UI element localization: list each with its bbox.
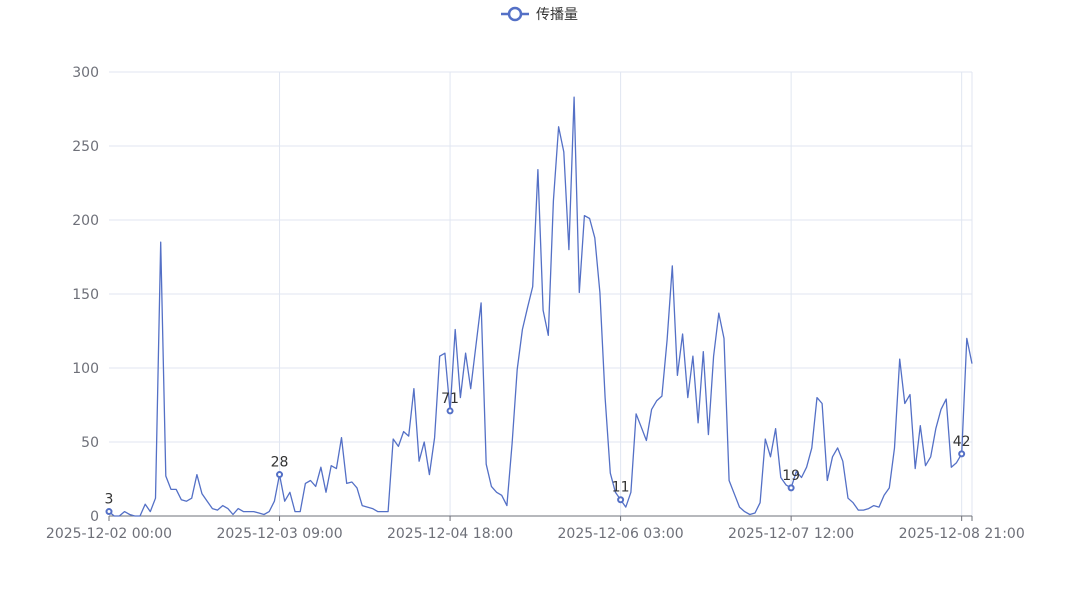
y-tick-label: 50 bbox=[81, 435, 99, 451]
data-label: 28 bbox=[271, 455, 289, 471]
data-label: 19 bbox=[782, 468, 800, 484]
y-tick-label: 250 bbox=[72, 139, 99, 155]
y-tick-label: 0 bbox=[90, 509, 99, 525]
legend-label: 传播量 bbox=[536, 7, 578, 23]
data-label: 42 bbox=[953, 434, 971, 450]
x-tick-label: 2025-12-06 03:00 bbox=[558, 526, 684, 542]
x-tick-label: 2025-12-08 21:00 bbox=[899, 526, 1025, 542]
data-point[interactable] bbox=[958, 450, 966, 458]
data-point[interactable] bbox=[787, 484, 795, 492]
x-tick-label: 2025-12-02 00:00 bbox=[46, 526, 172, 542]
data-labels: 3 28 71 11 19 42 bbox=[105, 391, 971, 516]
data-label: 11 bbox=[612, 480, 630, 496]
x-tick-label: 2025-12-03 09:00 bbox=[216, 526, 342, 542]
legend-circle-icon bbox=[507, 6, 523, 22]
x-tick-label: 2025-12-04 18:00 bbox=[387, 526, 513, 542]
data-point[interactable] bbox=[105, 508, 113, 516]
y-tick-label: 300 bbox=[72, 65, 99, 81]
x-tick-label: 2025-12-07 12:00 bbox=[728, 526, 854, 542]
series-line bbox=[108, 96, 973, 517]
y-tick-label: 150 bbox=[72, 287, 99, 303]
y-tick-label: 200 bbox=[72, 213, 99, 229]
series-line-path bbox=[108, 96, 973, 517]
data-point[interactable] bbox=[446, 407, 454, 415]
x-axis: 2025-12-02 00:00 2025-12-03 09:00 2025-12-… bbox=[46, 515, 1025, 542]
grid-lines bbox=[109, 71, 973, 516]
data-point[interactable] bbox=[276, 471, 284, 479]
y-axis: 0 50 100 150 200 250 300 bbox=[72, 65, 99, 525]
data-point[interactable] bbox=[617, 496, 625, 504]
legend[interactable]: 传播量 bbox=[501, 6, 578, 23]
y-tick-label: 100 bbox=[72, 361, 99, 377]
data-label: 71 bbox=[441, 391, 459, 407]
data-label: 3 bbox=[105, 492, 114, 508]
